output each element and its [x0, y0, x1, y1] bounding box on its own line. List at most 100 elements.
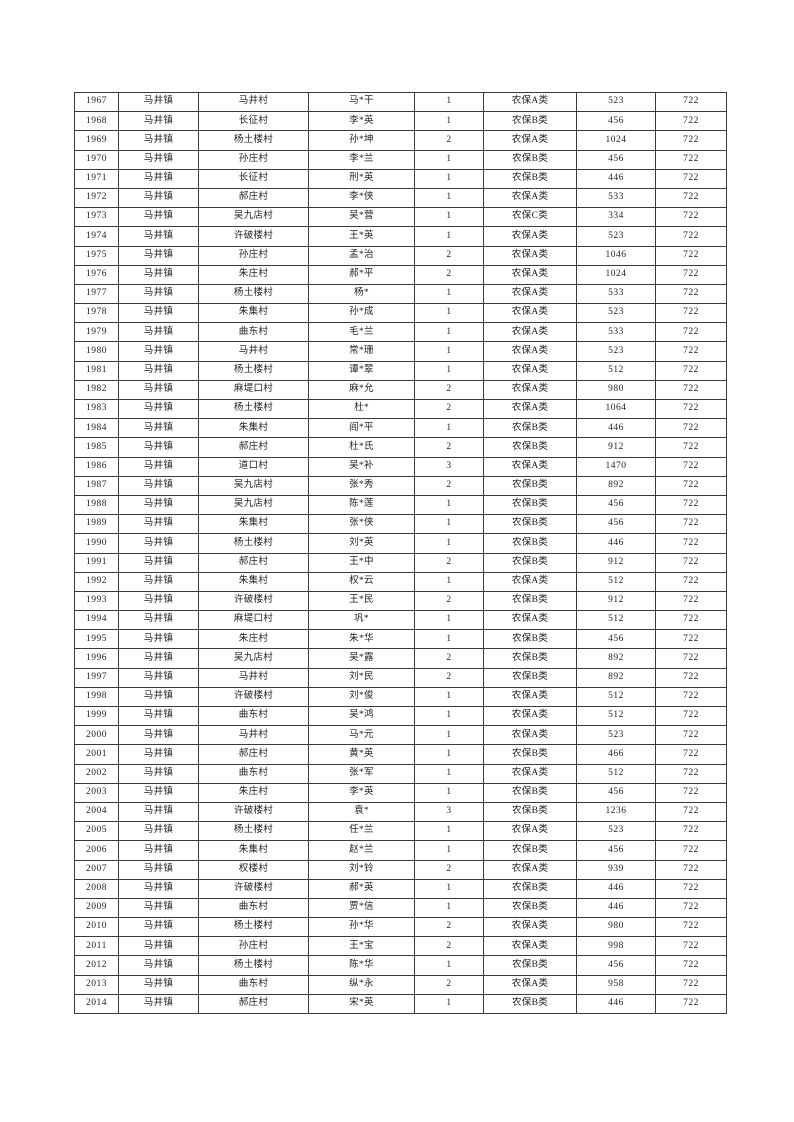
table-row: 1992 马井镇 朱集村 权*云 1 农保A类 512 722: [74, 571, 727, 592]
cell-code: 722: [655, 725, 727, 746]
cell-amount: 892: [576, 475, 656, 496]
cell-amount: 523: [576, 725, 656, 746]
cell-count: 1: [414, 878, 484, 899]
cell-code: 722: [655, 168, 727, 189]
table-row: 2004 马井镇 许破楼村 袁* 3 农保B类 1236 722: [74, 801, 727, 823]
cell-amount: 446: [576, 168, 656, 189]
cell-serial: 1980: [74, 341, 119, 362]
cell-code: 722: [655, 590, 727, 612]
cell-town: 马井镇: [118, 629, 199, 650]
cell-category: 农保A类: [483, 456, 577, 477]
cell-serial: 2008: [74, 878, 119, 899]
cell-town: 马井镇: [118, 514, 199, 535]
cell-count: 2: [414, 130, 484, 151]
cell-serial: 1988: [74, 494, 119, 516]
cell-category: 农保B类: [483, 840, 577, 861]
cell-village: 权楼村: [198, 859, 309, 880]
cell-category: 农保A类: [483, 187, 577, 209]
cell-village: 马井村: [198, 667, 309, 688]
cell-amount: 939: [576, 859, 656, 880]
cell-village: 麻堤口村: [198, 610, 309, 631]
cell-name: 张*军: [308, 763, 415, 784]
table-row: 1982 马井镇 麻堤口村 麻*允 2 农保A类 980 722: [74, 379, 727, 401]
table-row: 1970 马井镇 孙庄村 李*兰 1 农保B类 456 722: [74, 149, 727, 170]
cell-name: 张*侠: [308, 514, 415, 535]
cell-amount: 334: [576, 207, 656, 228]
cell-category: 农保A类: [483, 705, 577, 727]
cell-category: 农保B类: [483, 111, 577, 132]
cell-category: 农保B类: [483, 514, 577, 535]
cell-code: 722: [655, 705, 727, 727]
table-row: 1985 马井镇 郝庄村 杜*氏 2 农保B类 912 722: [74, 437, 727, 458]
cell-serial: 1991: [74, 552, 119, 573]
table-row: 1974 马井镇 许破楼村 王*英 1 农保A类 523 722: [74, 226, 727, 247]
cell-village: 许破楼村: [198, 226, 309, 247]
cell-serial: 2003: [74, 782, 119, 803]
cell-count: 1: [414, 514, 484, 535]
cell-name: 杜*氏: [308, 437, 415, 458]
cell-name: 刘*英: [308, 533, 415, 554]
cell-code: 722: [655, 667, 727, 688]
cell-code: 722: [655, 648, 727, 669]
cell-serial: 1995: [74, 629, 119, 650]
cell-town: 马井镇: [118, 283, 199, 305]
cell-village: 许破楼村: [198, 801, 309, 823]
cell-serial: 1984: [74, 418, 119, 439]
cell-count: 2: [414, 437, 484, 458]
cell-amount: 1064: [576, 398, 656, 420]
cell-serial: 1969: [74, 130, 119, 151]
cell-amount: 456: [576, 149, 656, 170]
cell-village: 曲东村: [198, 322, 309, 343]
cell-count: 3: [414, 456, 484, 477]
cell-code: 722: [655, 398, 727, 420]
cell-category: 农保A类: [483, 571, 577, 592]
cell-category: 农保A类: [483, 974, 577, 995]
cell-serial: 1973: [74, 207, 119, 228]
cell-name: 王*宝: [308, 936, 415, 957]
cell-category: 农保A类: [483, 859, 577, 880]
cell-category: 农保B类: [483, 475, 577, 496]
cell-category: 农保A类: [483, 360, 577, 381]
cell-village: 郝庄村: [198, 744, 309, 765]
cell-code: 722: [655, 149, 727, 170]
cell-town: 马井镇: [118, 897, 199, 919]
cell-name: 吴*补: [308, 456, 415, 477]
cell-name: 朱*华: [308, 629, 415, 650]
cell-category: 农保B类: [483, 168, 577, 189]
table-row: 2008 马井镇 许破楼村 郝*英 1 农保B类 446 722: [74, 878, 727, 899]
table-row: 1968 马井镇 长征村 李*英 1 农保B类 456 722: [74, 111, 727, 132]
cell-name: 李*英: [308, 111, 415, 132]
roster-body: 1967 马井镇 马井村 马*干 1 农保A类 523 722 1968 马井镇 长征村 李*英 1 农保…: [74, 91, 727, 1015]
cell-serial: 1999: [74, 705, 119, 727]
cell-name: 吴*露: [308, 648, 415, 669]
table-row: 1984 马井镇 朱集村 阎*平 1 农保B类 446 722: [74, 418, 727, 439]
cell-category: 农保A类: [483, 245, 577, 266]
cell-category: 农保A类: [483, 283, 577, 305]
cell-code: 722: [655, 379, 727, 401]
cell-town: 马井镇: [118, 571, 199, 592]
cell-town: 马井镇: [118, 187, 199, 209]
cell-town: 马井镇: [118, 648, 199, 669]
cell-name: 王*民: [308, 590, 415, 612]
cell-town: 马井镇: [118, 341, 199, 362]
cell-count: 2: [414, 264, 484, 285]
cell-code: 722: [655, 245, 727, 266]
cell-amount: 533: [576, 322, 656, 343]
cell-name: 马*元: [308, 725, 415, 746]
cell-town: 马井镇: [118, 149, 199, 170]
cell-village: 马井村: [198, 91, 309, 113]
table-row: 2012 马井镇 杨土楼村 陈*华 1 农保B类 456 722: [74, 955, 727, 976]
cell-serial: 2010: [74, 917, 119, 938]
cell-category: 农保B类: [483, 744, 577, 765]
cell-serial: 1975: [74, 245, 119, 266]
table-row: 2013 马井镇 曲东村 纵*永 2 农保A类 958 722: [74, 974, 727, 995]
cell-serial: 1989: [74, 514, 119, 535]
cell-count: 1: [414, 226, 484, 247]
cell-town: 马井镇: [118, 725, 199, 746]
cell-amount: 456: [576, 840, 656, 861]
cell-count: 1: [414, 494, 484, 516]
cell-count: 2: [414, 475, 484, 496]
table-row: 2014 马井镇 郝庄村 宋*英 1 农保B类 446 722: [74, 993, 727, 1015]
cell-name: 郝*英: [308, 878, 415, 899]
cell-code: 722: [655, 993, 727, 1015]
